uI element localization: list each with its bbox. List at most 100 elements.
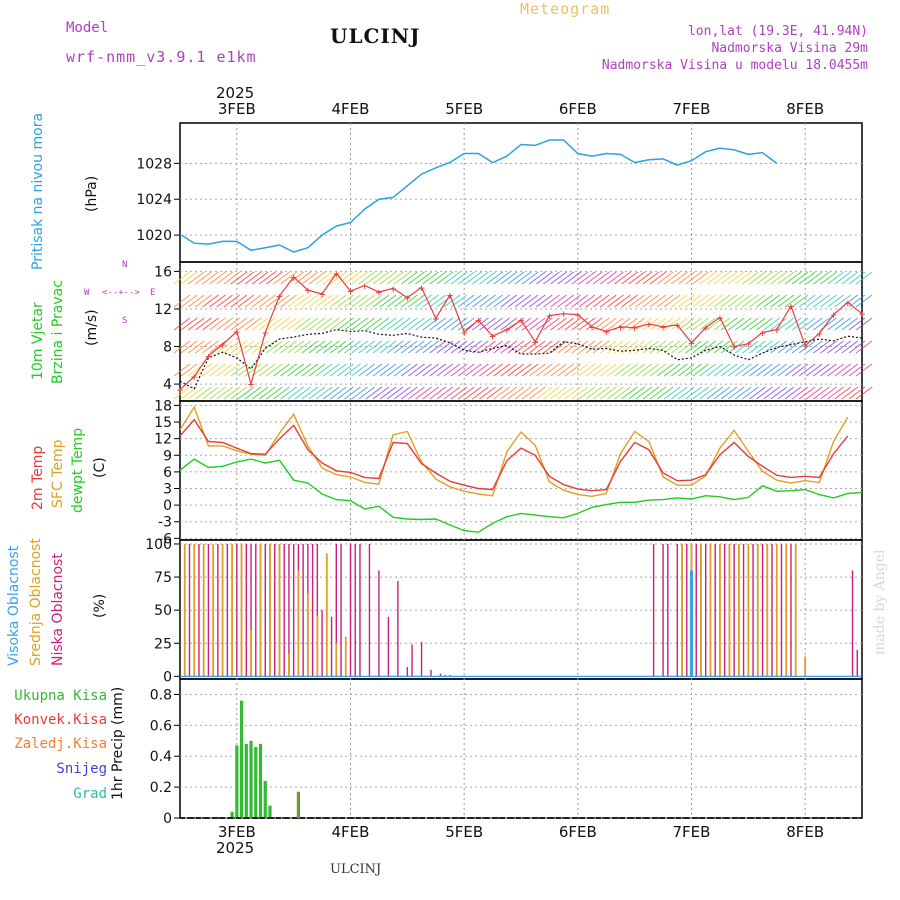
wind-barb (287, 363, 304, 377)
wind-barb (543, 271, 560, 285)
wind-barb (727, 294, 745, 308)
wind-barb (784, 294, 802, 308)
wind-barb (770, 294, 788, 308)
wind-barb (678, 363, 695, 377)
wind-barb (777, 340, 795, 354)
wind-barb (329, 317, 347, 331)
wind-barb (550, 363, 567, 377)
wind-barb (422, 271, 439, 285)
year-label-top: 2025 (216, 84, 255, 102)
wind-barb (763, 363, 780, 377)
wind-gust-marker: + (603, 326, 610, 339)
wind-barb (706, 363, 724, 377)
wind-gust-marker: + (376, 286, 383, 299)
wind-barb (415, 317, 432, 331)
wind-barb (734, 317, 752, 331)
wind-barb (251, 317, 269, 331)
wind-barb (415, 363, 432, 377)
wind-barb (415, 386, 432, 400)
wind-barb (578, 317, 596, 331)
wind-barb (464, 271, 482, 285)
wind-barb (599, 363, 617, 377)
legend-hail: Grad (73, 786, 107, 802)
wind-barb (521, 294, 539, 308)
wind-barb (528, 386, 546, 400)
day-label-bottom: 8FEB (786, 823, 824, 841)
wind-barb (273, 363, 290, 377)
wind-barb (351, 386, 368, 400)
wind-barb (813, 340, 830, 354)
wind-barb (607, 317, 624, 331)
wind-barb (635, 363, 653, 377)
wind-barb (464, 363, 482, 377)
wind-barb (742, 271, 759, 285)
wind-barb (791, 363, 809, 377)
wind-barb (187, 386, 205, 400)
y-tick-label: 50 (154, 603, 172, 619)
wind-gust-marker: + (674, 319, 681, 332)
wind-barb (329, 271, 347, 285)
wind-gust-marker: + (646, 318, 653, 331)
wind-barb (507, 294, 525, 308)
wind-barb (280, 294, 297, 308)
wind-barb (358, 386, 376, 400)
wind-barb (308, 317, 326, 331)
y-tick-label: 0.4 (150, 749, 172, 765)
wind-barb (656, 271, 674, 285)
wind-barb (536, 271, 553, 285)
wind-barb (230, 363, 248, 377)
wind-barb (557, 271, 574, 285)
wind-barb (756, 294, 773, 308)
wind-barb (834, 386, 851, 400)
wind-barb (841, 386, 859, 400)
wind-barb (258, 317, 276, 331)
wind-barb (422, 340, 439, 354)
wind-gust-marker: + (489, 330, 496, 343)
wind-barb (308, 340, 326, 354)
wind-barb (223, 386, 241, 400)
y-tick-label: 16 (154, 264, 172, 280)
wind-barb (798, 271, 816, 285)
wind-barb (713, 386, 731, 400)
wind-barb (699, 317, 717, 331)
wind-barb (280, 317, 297, 331)
wind-barb (521, 271, 539, 285)
wind-barb (237, 363, 255, 377)
wind-barb (614, 294, 631, 308)
wind-barb (670, 340, 688, 354)
legend-snow: Snijeg (56, 761, 107, 777)
wind-barb (599, 386, 617, 400)
wind-barb (777, 317, 795, 331)
wind-barb (237, 386, 255, 400)
wind-barb (187, 340, 205, 354)
wind-barb (536, 294, 553, 308)
wind-barb (820, 294, 837, 308)
wind-barb (329, 294, 347, 308)
wind-barb (472, 363, 489, 377)
wind-barb (720, 363, 738, 377)
wind-barb (827, 294, 844, 308)
wind-gust-marker: + (177, 384, 184, 397)
wind-barb (692, 386, 709, 400)
y-tick-label: 1028 (136, 156, 172, 172)
wind-barb (514, 363, 532, 377)
y-tick-label: 100 (145, 537, 172, 553)
wind-barb (379, 340, 397, 354)
wind-barb (649, 294, 667, 308)
wind-barb (550, 386, 567, 400)
wind-barb (621, 271, 638, 285)
wind-barb (479, 386, 496, 400)
wind-barb (294, 386, 312, 400)
y-tick-label: 0 (163, 498, 172, 514)
wind-barb (351, 317, 368, 331)
wind-barb (820, 271, 837, 285)
wind-barb (649, 363, 667, 377)
wind-barb (706, 294, 724, 308)
wind-barb (763, 386, 780, 400)
wind-barb (621, 340, 638, 354)
temp-ylabel-dewpt: dewpt Temp (70, 427, 86, 513)
wind-barb (209, 294, 226, 308)
wind-barb (798, 317, 816, 331)
wind-barb (372, 271, 390, 285)
wind-barb (685, 363, 702, 377)
